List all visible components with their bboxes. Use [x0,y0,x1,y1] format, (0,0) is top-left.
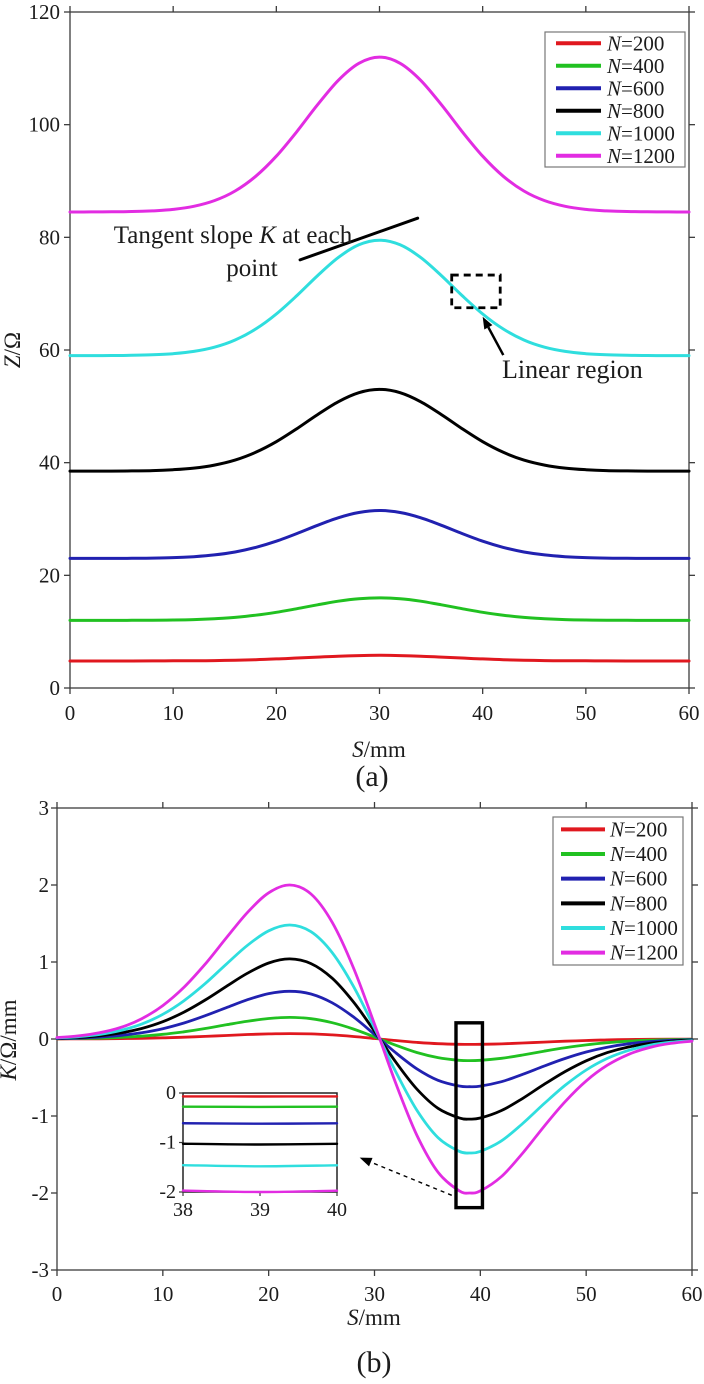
plot-a-xtick-label: 20 [266,701,287,725]
caption-b: (b) [357,1346,392,1379]
plot-a-ytick-label: 20 [39,563,60,587]
plot-b-curve-N=600 [55,989,694,1089]
plot-b-inset-ytick-label: -1 [159,1132,176,1154]
plot-b-xtick-label: 50 [576,1282,597,1306]
plot-b-legend-label-N=200: N=200 [609,817,667,841]
plot-b-legend-label-N=1200: N=1200 [609,941,678,965]
plot-b-curve-N=400 [55,1016,694,1063]
plot-b-xtick-label: 40 [470,1282,491,1306]
plot-a-legend-label-N=1200: N=1200 [606,144,675,168]
plot-a-ytick-label: 60 [39,338,60,362]
plot-b-legend-label-N=1000: N=1000 [609,916,678,940]
plot-b-ytick-label: -1 [32,1104,50,1128]
plot-a-ytick-label: 80 [39,225,60,249]
plot-b-curve-N=200 [55,1032,694,1046]
plot-b-xtick-label: 30 [364,1282,385,1306]
plot-b-xlabel: S/mm [347,1305,401,1330]
plot-b-legend-label-N=600: N=600 [609,867,667,891]
plot-b-xtick-label: 10 [152,1282,173,1306]
plot-a-xtick-label: 60 [679,701,700,725]
plot-a-legend-label-N=1000: N=1000 [606,121,675,145]
plot-a-curve-N=200 [68,653,691,663]
plot-b-inset-curve-N=1000 [181,1164,339,1168]
plot-a-ytick-label: 100 [29,113,61,137]
plot-a-xtick-label: 0 [65,701,76,725]
plot-a-curve-N=400 [68,596,691,622]
plot-b-inset-curve-N=800 [181,1142,339,1146]
annotation-linear-region-arrow-head [482,316,493,330]
plot-b-inset-xtick-label: 40 [327,1199,347,1221]
annotation-linear-region-box [450,273,502,310]
plot-a-legend-label-N=200: N=200 [606,31,664,55]
annotation-tangent-slope-line2: point [226,255,277,282]
plot-b-legend-label-N=400: N=400 [609,842,667,866]
plot-b-inset-ytick-label: -2 [159,1181,176,1203]
plot-a-xlabel: S/mm [352,737,406,762]
plot-a-ytick-label: 40 [39,451,60,475]
plot-a: 0 10 20 30 40 50 60020406080100120N=200N=400N=… [29,0,700,725]
plot-b-legend-box [552,816,684,966]
plot-b: 0 10 20 30 40 50 60-3-2-10123N=200N=400N=600N=… [32,796,703,1306]
plot-b-inset-xtick-label: 38 [173,1199,193,1221]
plot-b-inset-xtick-label: 39 [250,1199,270,1221]
plot-b-ytick-label: 1 [39,950,50,974]
plot-b-curve-N=800 [55,957,694,1121]
plot-b-legend-label-N=800: N=800 [609,891,667,915]
plot-b-ytick-label: 3 [39,796,50,820]
plot-a-curve-N=1000 [68,238,691,358]
plot-a-curve-N=800 [68,387,691,473]
plot-a-curve-N=600 [68,509,691,560]
plot-b-ytick-label: -3 [32,1258,50,1282]
plot-b-inset: 38 39 40 0 -1 -2 [159,1082,347,1221]
plot-b-inset-box [182,1092,338,1193]
plot-a-xtick-label: 40 [472,701,493,725]
plot-b-ytick-label: -2 [32,1181,50,1205]
plot-a-curve-N=1200 [68,55,691,214]
plot-b-xtick-label: 0 [52,1282,63,1306]
annotation-tangent-line [298,216,420,262]
plot-a-xtick-label: 50 [575,701,596,725]
plot-a-xtick-label: 30 [369,701,390,725]
caption-a: (a) [355,760,388,793]
annotation-linear-region-label: Linear region [502,355,643,384]
plot-a-legend-label-N=600: N=600 [606,76,664,100]
annotation-linear-region-arrow-shaft [487,326,505,356]
plot-a-ylabel: Z/Ω [0,332,25,368]
plot-a-ytick-label: 0 [50,676,61,700]
plot-b-ylabel: K/Ω/mm [0,999,21,1081]
annotation-inset-arrow-head [359,1157,373,1167]
annotation-inset-arrow-shaft [370,1161,453,1196]
plot-b-inset-ytick-label: 0 [166,1082,176,1104]
annotation-highlight-box [454,1021,485,1210]
plot-b-curve-N=1200 [55,883,694,1195]
plot-a-legend-label-N=800: N=800 [606,99,664,123]
plot-a-legend-box [544,31,686,168]
plot-a-xtick-label: 10 [163,701,184,725]
plot-a-legend-label-N=400: N=400 [606,54,664,78]
plot-b-xtick-label: 60 [682,1282,703,1306]
plot-b-inset-curve-N=1200 [181,1189,339,1194]
annotation-tangent-slope-line1: Tangent slope K at each [114,222,353,249]
plot-b-ytick-label: 0 [39,1027,50,1051]
plot-a-ytick-label: 120 [29,0,61,24]
plot-b-ytick-label: 2 [39,873,50,897]
plot-b-xtick-label: 20 [258,1282,279,1306]
